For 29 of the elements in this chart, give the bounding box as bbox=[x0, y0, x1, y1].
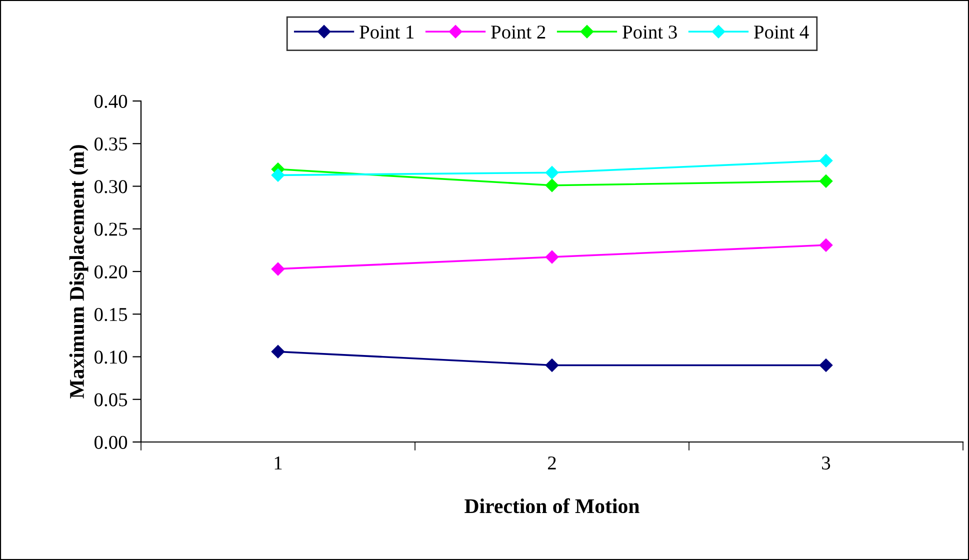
legend-label: Point 3 bbox=[622, 26, 677, 39]
y-tick-label: 0.40 bbox=[94, 94, 128, 108]
y-tick-label: 0.20 bbox=[94, 265, 128, 279]
point bbox=[271, 345, 285, 358]
y-tick-label: 0.05 bbox=[94, 393, 128, 406]
y-tick-label: 0.25 bbox=[94, 222, 128, 236]
point bbox=[271, 262, 285, 276]
point bbox=[819, 238, 833, 252]
point bbox=[271, 168, 285, 182]
y-tick-label: 0.30 bbox=[94, 180, 128, 194]
legend-label: Point 4 bbox=[754, 26, 809, 39]
y-tick-label: 0.10 bbox=[94, 350, 128, 364]
x-tick-label: 3 bbox=[822, 456, 830, 470]
point bbox=[819, 358, 833, 372]
y-tick-label: 0.15 bbox=[94, 308, 128, 322]
x-axis-title: Direction of Motion bbox=[464, 498, 640, 514]
point bbox=[545, 358, 559, 372]
y-axis-title: Maximum Displacement (m) bbox=[69, 145, 88, 398]
point bbox=[545, 166, 559, 180]
x-tick-label: 2 bbox=[548, 456, 556, 470]
legend-label: Point 2 bbox=[491, 26, 546, 39]
point bbox=[545, 178, 559, 192]
point bbox=[819, 174, 833, 188]
y-tick-label: 0.00 bbox=[94, 436, 128, 450]
point bbox=[545, 250, 559, 264]
legend-label: Point 1 bbox=[360, 26, 414, 39]
point bbox=[819, 154, 833, 168]
y-tick-label: 0.35 bbox=[94, 137, 128, 151]
x-tick-label: 1 bbox=[274, 456, 282, 470]
